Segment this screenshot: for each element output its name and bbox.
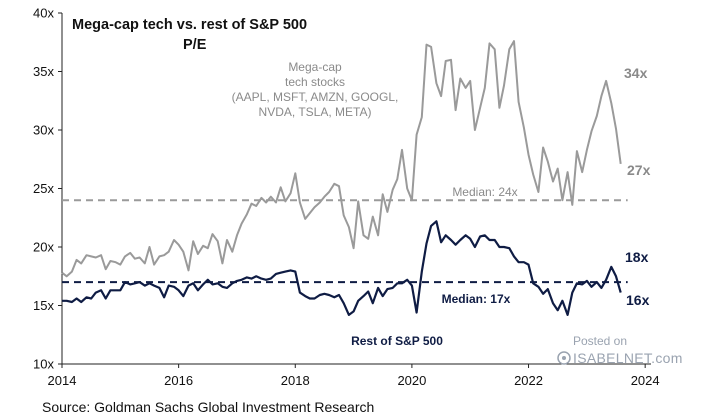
watermark: Posted on ISABELNET.com: [557, 334, 683, 366]
median-label-rest: Median: 17x: [442, 292, 511, 306]
axes: 10x 15x 20x 25x 30x 35x 40x 2014 2016 2018 2020 202…: [33, 6, 660, 389]
mega-label-line-2: tech stocks: [285, 75, 345, 89]
mega-label-line-1: Mega-cap: [288, 60, 342, 74]
series-line-rest-of-sp500: [62, 220, 622, 316]
rest-last-label: 16x: [626, 292, 650, 308]
rest-peak-label: 18x: [625, 249, 649, 265]
y-tick-label: 10x: [33, 357, 54, 372]
series-lines: [61, 40, 622, 316]
watermark-brand: ISABELNET.com: [573, 350, 683, 366]
y-tick-label: 35x: [33, 64, 54, 79]
rest-label: Rest of S&P 500: [351, 334, 443, 348]
watermark-posted-on: Posted on: [573, 334, 627, 348]
series-line-mega-cap-tech: [61, 40, 622, 278]
y-tick-label: 30x: [33, 123, 54, 138]
y-tick-label: 15x: [33, 298, 54, 313]
x-tick-label: 2024: [631, 373, 660, 388]
mega-last-label: 27x: [627, 162, 651, 178]
y-tick-label: 40x: [33, 6, 54, 21]
x-tick-label: 2022: [514, 373, 543, 388]
x-tick-label: 2014: [48, 373, 77, 388]
median-lines: [62, 199, 628, 284]
chart-title: Mega-cap tech vs. rest of S&P 500: [72, 17, 307, 33]
x-tick-label: 2018: [281, 373, 310, 388]
watermark-logo-icon: [557, 351, 571, 365]
chart-subtitle: P/E: [183, 37, 207, 53]
mega-label-line-4: NVDA, TSLA, META): [259, 105, 372, 119]
x-tick-label: 2016: [164, 373, 193, 388]
mega-peak-label: 34x: [624, 65, 648, 81]
median-label-mega: Median: 24x: [452, 185, 517, 199]
y-tick-label: 20x: [33, 240, 54, 255]
x-tick-label: 2020: [397, 373, 426, 388]
mega-label-line-3: (AAPL, MSFT, AMZN, GOOGL,: [232, 90, 399, 104]
y-tick-label: 25x: [33, 181, 54, 196]
source-note: Source: Goldman Sachs Global Investment …: [42, 399, 375, 415]
